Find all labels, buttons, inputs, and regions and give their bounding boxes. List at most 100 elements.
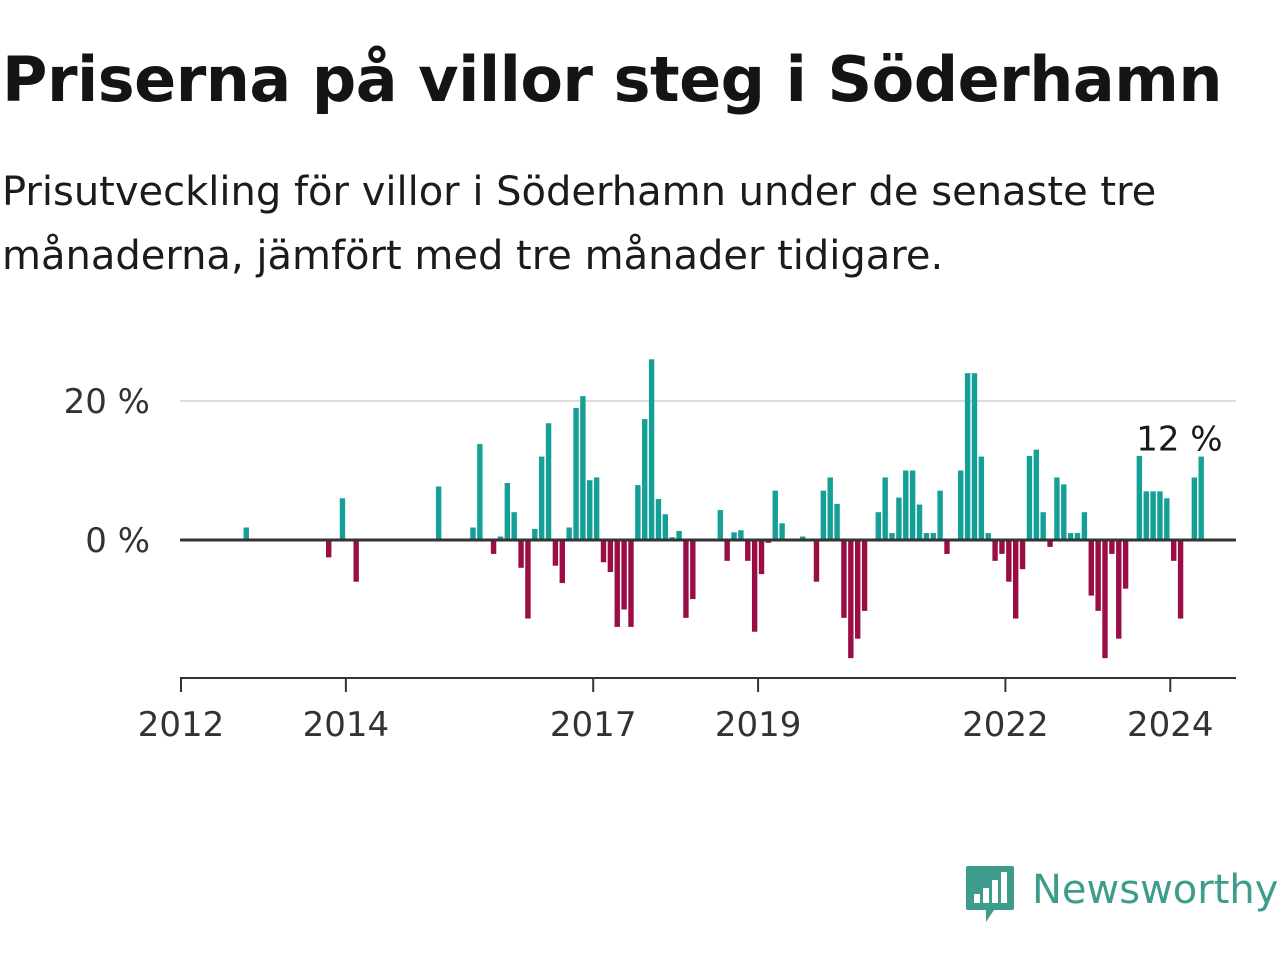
bar bbox=[889, 533, 895, 540]
bar bbox=[1143, 491, 1149, 540]
bar bbox=[1040, 512, 1046, 540]
brand-name: Newsworthy bbox=[1032, 867, 1279, 913]
bar bbox=[353, 540, 359, 582]
bar bbox=[813, 540, 820, 582]
bar bbox=[525, 540, 531, 619]
bar bbox=[861, 540, 868, 611]
latest-value-annotation: 12 % bbox=[1136, 420, 1222, 460]
newsworthy-logo-icon bbox=[966, 866, 1014, 922]
bar bbox=[477, 444, 483, 540]
bar bbox=[992, 540, 998, 561]
chart-title: Priserna på villor steg i Söderhamn bbox=[2, 43, 1222, 116]
bar bbox=[593, 477, 600, 540]
bar bbox=[1198, 456, 1204, 540]
bar bbox=[882, 477, 888, 540]
bar bbox=[504, 483, 511, 540]
bar bbox=[339, 498, 346, 540]
bar bbox=[758, 540, 765, 575]
bar bbox=[848, 540, 854, 659]
bar bbox=[621, 540, 627, 610]
bar bbox=[834, 503, 840, 540]
bar bbox=[683, 540, 689, 618]
bar bbox=[751, 540, 758, 632]
bar bbox=[243, 527, 249, 540]
bar bbox=[545, 423, 552, 540]
bar bbox=[573, 407, 579, 540]
bar bbox=[985, 533, 991, 540]
newsworthy-logo: Newsworthy bbox=[964, 864, 1278, 928]
bar bbox=[1150, 491, 1156, 540]
bar bbox=[903, 470, 909, 540]
bar bbox=[1047, 540, 1053, 547]
bar bbox=[614, 540, 620, 627]
bar bbox=[745, 540, 751, 561]
bar bbox=[532, 528, 538, 540]
bar bbox=[800, 536, 806, 540]
bar bbox=[971, 373, 978, 540]
bar bbox=[1109, 540, 1115, 554]
bar bbox=[1033, 449, 1040, 540]
bar bbox=[958, 470, 964, 540]
x-tick-label: 2019 bbox=[715, 705, 802, 745]
x-tick-label: 2022 bbox=[962, 705, 1049, 745]
labels: 0 % 20 % 2012 2014 2017 2019 2022 2024 12 % bbox=[64, 382, 1223, 745]
bar bbox=[999, 540, 1005, 554]
bar bbox=[1088, 540, 1094, 596]
bar bbox=[1164, 498, 1170, 540]
y-tick-label: 20 % bbox=[64, 382, 150, 422]
bar bbox=[497, 536, 504, 540]
bar bbox=[855, 540, 861, 639]
bar bbox=[1122, 540, 1129, 589]
bar bbox=[1061, 484, 1067, 540]
bar bbox=[326, 540, 332, 558]
axes bbox=[180, 538, 1236, 692]
bar bbox=[435, 486, 442, 541]
bar bbox=[662, 514, 669, 540]
bar bbox=[470, 527, 476, 540]
y-tick-label: 0 % bbox=[85, 521, 150, 561]
bar bbox=[1006, 540, 1012, 582]
bar bbox=[1136, 455, 1143, 540]
bar bbox=[930, 533, 936, 540]
bar bbox=[566, 527, 572, 540]
bar bbox=[628, 540, 634, 627]
bar bbox=[559, 540, 565, 584]
bar bbox=[923, 533, 930, 540]
bar bbox=[1081, 512, 1088, 540]
bar bbox=[648, 359, 655, 540]
bars bbox=[243, 359, 1204, 659]
x-tick-label: 2012 bbox=[138, 705, 225, 745]
bar bbox=[1157, 491, 1163, 540]
bar bbox=[724, 540, 730, 561]
bar bbox=[511, 512, 517, 540]
x-tick-label: 2014 bbox=[303, 705, 390, 745]
bar bbox=[1013, 540, 1019, 619]
bar bbox=[490, 540, 497, 554]
bar bbox=[1102, 540, 1108, 659]
bar bbox=[827, 477, 833, 540]
bar bbox=[717, 510, 723, 540]
bar bbox=[772, 490, 778, 540]
bar bbox=[1177, 540, 1184, 619]
bar bbox=[1054, 477, 1060, 540]
bar bbox=[1026, 455, 1033, 540]
bar bbox=[937, 490, 943, 540]
bar bbox=[779, 523, 785, 540]
bar bbox=[978, 456, 985, 540]
bar bbox=[580, 396, 586, 540]
bar bbox=[1074, 533, 1081, 540]
bar bbox=[518, 540, 524, 568]
x-tick-label: 2024 bbox=[1127, 705, 1214, 745]
chart-subtitle: Prisutveckling för villor i Söderhamn un… bbox=[2, 169, 1157, 279]
bar bbox=[1067, 533, 1074, 540]
bar bbox=[964, 373, 971, 540]
bar bbox=[690, 540, 696, 600]
bar bbox=[875, 512, 882, 540]
bar bbox=[944, 540, 950, 554]
bar bbox=[538, 456, 545, 540]
bar bbox=[841, 540, 847, 618]
bar bbox=[676, 530, 682, 541]
bar bbox=[607, 540, 614, 572]
bar bbox=[1095, 540, 1101, 611]
